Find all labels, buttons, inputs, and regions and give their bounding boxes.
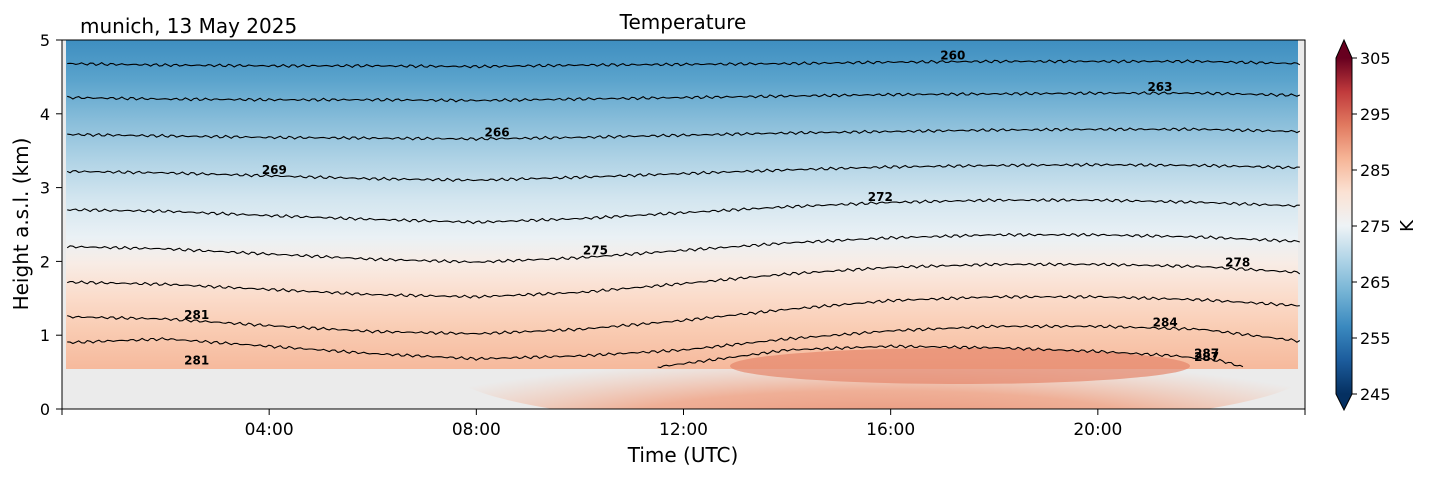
contour-line-272 <box>67 198 1300 225</box>
x-tick-label: 04:00 <box>245 420 294 440</box>
contour-line-269 <box>66 162 1300 182</box>
colorbar-label: K <box>1397 219 1418 232</box>
contour-label-extra: 287 <box>1194 350 1219 364</box>
y-tick-label: 3 <box>40 179 50 198</box>
contour-lines <box>66 59 1301 369</box>
contour-line-260 <box>67 59 1301 69</box>
colorbar-tick-label: 285 <box>1360 161 1391 180</box>
contour-label-275: 275 <box>583 244 608 258</box>
contour-line-266 <box>67 127 1301 141</box>
contour-labels: 260 263 266 269 272 275 278 281 284 287 281 287 <box>184 49 1250 368</box>
contour-label-278: 278 <box>1225 256 1250 270</box>
colorbar-tick-label: 305 <box>1360 49 1391 68</box>
x-axis-ticks: 04:00 08:00 12:00 16:00 20:00 <box>61 409 1306 440</box>
x-axis-label: Time (UTC) <box>627 443 739 467</box>
contour-line-287 <box>657 344 1244 369</box>
contour-label-extra: 281 <box>184 354 209 368</box>
contour-line-284 <box>67 324 1301 361</box>
x-tick-label: 16:00 <box>866 420 915 440</box>
contour-label-266: 266 <box>485 126 510 140</box>
contour-line-281 <box>67 294 1300 336</box>
contour-line-278 <box>67 262 1301 299</box>
contour-line-275 <box>66 232 1300 264</box>
contour-label-272: 272 <box>868 190 893 204</box>
colorbar: 245 255 265 275 285 295 305 K <box>1335 38 1418 412</box>
temperature-field <box>66 40 1298 369</box>
colorbar-tick-label: 245 <box>1360 385 1391 404</box>
y-tick-label: 2 <box>40 252 50 271</box>
contour-line-263 <box>67 91 1301 103</box>
colorbar-extend-bottom <box>1336 394 1352 410</box>
colorbar-ticks: 245 255 265 275 285 295 305 <box>1352 49 1391 404</box>
warm-core-region <box>730 348 1190 384</box>
contour-label-281: 281 <box>184 308 209 322</box>
colorbar-tick-label: 275 <box>1360 217 1391 236</box>
colorbar-extend-top <box>1336 40 1352 58</box>
chart-subtitle: munich, 13 May 2025 <box>80 14 297 38</box>
x-tick-label: 20:00 <box>1073 420 1122 440</box>
y-tick-label: 4 <box>40 105 50 124</box>
contour-label-263: 263 <box>1147 80 1172 94</box>
colorbar-tick-label: 255 <box>1360 329 1391 348</box>
y-axis-ticks: 0 1 2 3 4 5 <box>40 31 62 419</box>
y-tick-label: 5 <box>40 31 50 50</box>
colorbar-tick-label: 265 <box>1360 273 1391 292</box>
colorbar-tick-label: 295 <box>1360 105 1391 124</box>
colorbar-gradient <box>1336 58 1352 394</box>
y-axis-label: Height a.s.l. (km) <box>9 138 33 311</box>
x-tick-label: 12:00 <box>659 420 708 440</box>
y-tick-label: 1 <box>40 326 50 345</box>
chart-title: Temperature <box>619 10 747 34</box>
contour-label-287: 287 <box>1194 346 1219 360</box>
contour-label-284: 284 <box>1153 315 1178 329</box>
contour-label-260: 260 <box>940 49 965 63</box>
contour-label-269: 269 <box>262 163 287 177</box>
y-tick-label: 0 <box>40 400 50 419</box>
x-tick-label: 08:00 <box>452 420 501 440</box>
